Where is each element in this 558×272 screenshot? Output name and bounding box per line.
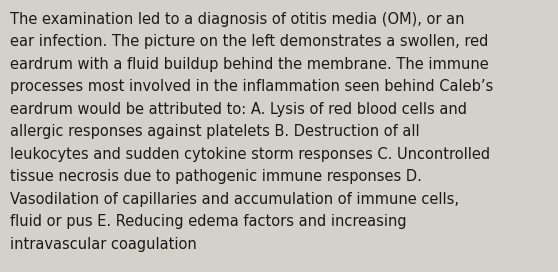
Text: tissue necrosis due to pathogenic immune responses D.: tissue necrosis due to pathogenic immune… [10, 169, 422, 184]
Text: intravascular coagulation: intravascular coagulation [10, 237, 197, 252]
Text: allergic responses against platelets B. Destruction of all: allergic responses against platelets B. … [10, 124, 420, 139]
Text: eardrum would be attributed to: A. Lysis of red blood cells and: eardrum would be attributed to: A. Lysis… [10, 102, 467, 117]
Text: eardrum with a fluid buildup behind the membrane. The immune: eardrum with a fluid buildup behind the … [10, 57, 489, 72]
Text: ear infection. The picture on the left demonstrates a swollen, red: ear infection. The picture on the left d… [10, 34, 488, 50]
Text: leukocytes and sudden cytokine storm responses C. Uncontrolled: leukocytes and sudden cytokine storm res… [10, 147, 490, 162]
Text: fluid or pus E. Reducing edema factors and increasing: fluid or pus E. Reducing edema factors a… [10, 214, 407, 229]
Text: processes most involved in the inflammation seen behind Caleb’s: processes most involved in the inflammat… [10, 79, 493, 94]
Text: Vasodilation of capillaries and accumulation of immune cells,: Vasodilation of capillaries and accumula… [10, 192, 459, 207]
Text: The examination led to a diagnosis of otitis media (OM), or an: The examination led to a diagnosis of ot… [10, 12, 464, 27]
